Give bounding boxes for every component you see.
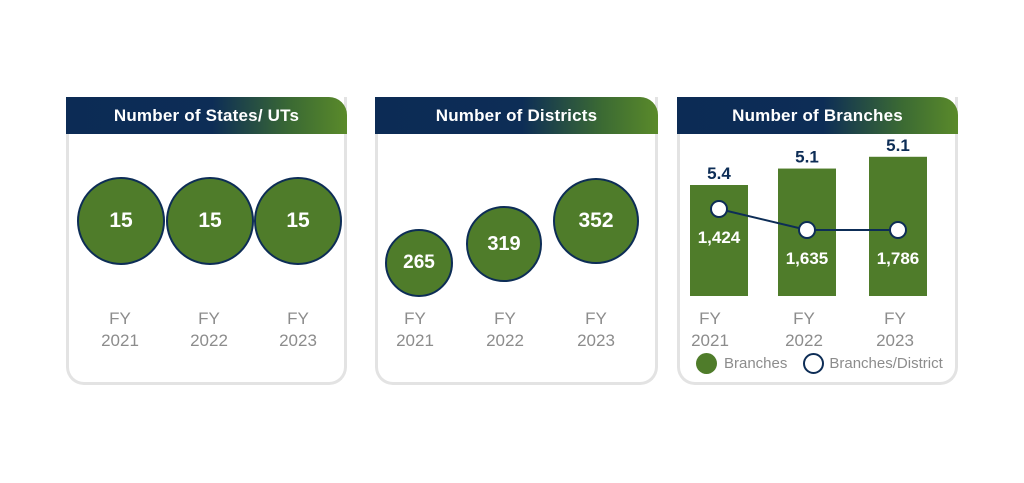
branches-per-district-marker	[798, 221, 816, 239]
legend-line-label: Branches/District	[829, 354, 943, 372]
states-card: Number of States/ UTs 15 15 15 FY 2021 F…	[66, 97, 347, 385]
states-circle-fy2021: 15	[77, 177, 165, 265]
branches-card: Number of Branches 1,424 1,635 1,786 5.4 5.1…	[677, 97, 958, 385]
branches-label-fy2022: FY 2022	[785, 309, 823, 350]
districts-card: Number of Districts 265 319 352 FY 2021 …	[375, 97, 658, 385]
legend-bar-label: Branches	[724, 354, 788, 372]
legend-line-swatch-icon	[803, 352, 825, 374]
districts-circle-fy2022: 319	[466, 206, 542, 282]
states-card-title: Number of States/ UTs	[66, 97, 347, 134]
states-label-fy2021: FY 2021	[101, 309, 139, 350]
branches-label-fy2023: FY 2023	[876, 309, 914, 350]
branches-per-district-value-label: 5.1	[795, 148, 819, 167]
states-circle-fy2023: 15	[254, 177, 342, 265]
branches-per-district-value-label: 5.4	[707, 164, 731, 183]
legend-bar-swatch-icon	[696, 352, 717, 374]
branches-label-fy2021: FY 2021	[691, 309, 729, 350]
states-label-fy2022: FY 2022	[190, 309, 228, 350]
branches-per-district-value-label: 5.1	[886, 136, 910, 155]
districts-circle-fy2023: 352	[553, 178, 639, 264]
districts-label-fy2021: FY 2021	[396, 309, 434, 350]
districts-label-fy2022: FY 2022	[486, 309, 524, 350]
districts-circle-fy2021: 265	[385, 229, 453, 297]
branches-legend: Branches Branches/District	[696, 351, 943, 375]
branches-card-title: Number of Branches	[677, 97, 958, 134]
states-circle-fy2022: 15	[166, 177, 254, 265]
districts-label-fy2023: FY 2023	[577, 309, 615, 350]
branches-bar-value-label: 1,635	[786, 249, 829, 268]
districts-card-title: Number of Districts	[375, 97, 658, 134]
branches-bar-value-label: 1,786	[877, 249, 920, 268]
branches-per-district-marker	[889, 221, 907, 239]
branches-per-district-marker	[710, 200, 728, 218]
states-label-fy2023: FY 2023	[279, 309, 317, 350]
branches-bar-value-label: 1,424	[698, 228, 741, 247]
branches-chart: 1,424 1,635 1,786 5.4 5.1 5.1	[690, 136, 927, 296]
